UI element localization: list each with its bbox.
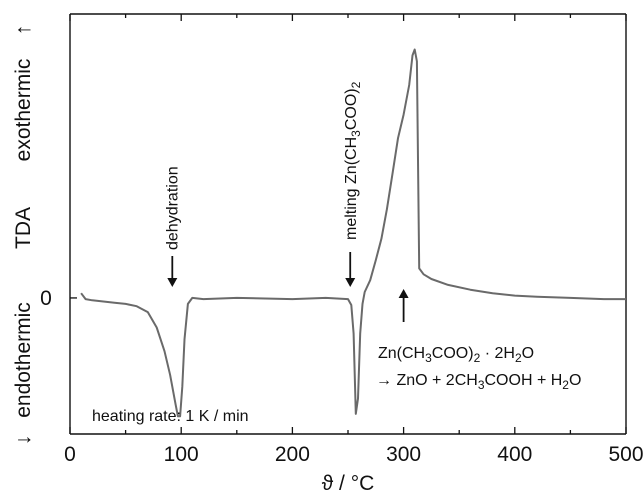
reaction1-a: Zn(CH	[378, 345, 425, 362]
arrow-head	[345, 278, 356, 287]
reaction1-c: · 2H	[480, 345, 515, 362]
reaction1-sub3: 2	[515, 351, 522, 365]
x-tick-label: 400	[497, 443, 532, 466]
annotation-melting: melting Zn(CH3COO)2	[343, 81, 363, 240]
y-ticks-group: 0	[40, 287, 77, 310]
reaction1-b: COO)	[432, 345, 474, 362]
x-tick-label: 0	[64, 443, 76, 466]
y-label-exothermic: exothermic	[12, 59, 35, 162]
reaction2-a: → ZnO + 2CH	[376, 372, 478, 389]
exothermic-arrow-icon: ↑	[12, 25, 35, 36]
annotation-reaction-line1: Zn(CH3COO)2 · 2H2O	[378, 345, 534, 365]
annotation-reaction-line2: → ZnO + 2CH3COOH + H2O	[376, 372, 581, 392]
reaction2-b: COOH + H	[485, 372, 563, 389]
reaction1-sub1: 3	[425, 351, 432, 365]
annotation-heating-rate: heating rate: 1 K / min	[92, 408, 249, 425]
y-axis-title: TDA	[12, 207, 35, 249]
arrow-head	[398, 289, 409, 298]
reaction2-sub2: 2	[562, 378, 569, 392]
tda-curve	[80, 48, 626, 418]
annotation-dehydration: dehydration	[164, 166, 181, 250]
x-tick-label: 100	[164, 443, 199, 466]
reaction2-sub1: 3	[478, 378, 485, 392]
y-tick-label: 0	[40, 287, 52, 310]
reaction1-d: O	[522, 345, 534, 362]
melting-text-b: COO)	[343, 88, 360, 130]
reaction1-sub2: 2	[474, 351, 481, 365]
dehydration-down-arrow-icon	[167, 256, 178, 287]
melting-sub-2: 2	[349, 81, 363, 88]
melting-text-a: melting Zn(CH	[343, 137, 360, 240]
melting-sub-3: 3	[349, 130, 363, 137]
arrow-head	[167, 278, 178, 287]
x-tick-label: 300	[386, 443, 421, 466]
y-label-endothermic: endothermic	[12, 302, 35, 418]
x-axis-title: ϑ / °C	[322, 472, 375, 495]
reaction-up-arrow-icon	[398, 289, 409, 322]
endothermic-arrow-icon: ↓	[12, 435, 35, 446]
x-tick-label: 200	[275, 443, 310, 466]
melting-down-arrow-icon	[345, 252, 356, 287]
reaction2-c: O	[569, 372, 581, 389]
x-ticks-group: 0 100 200 300 400 500	[64, 14, 644, 466]
x-tick-label: 500	[608, 443, 643, 466]
